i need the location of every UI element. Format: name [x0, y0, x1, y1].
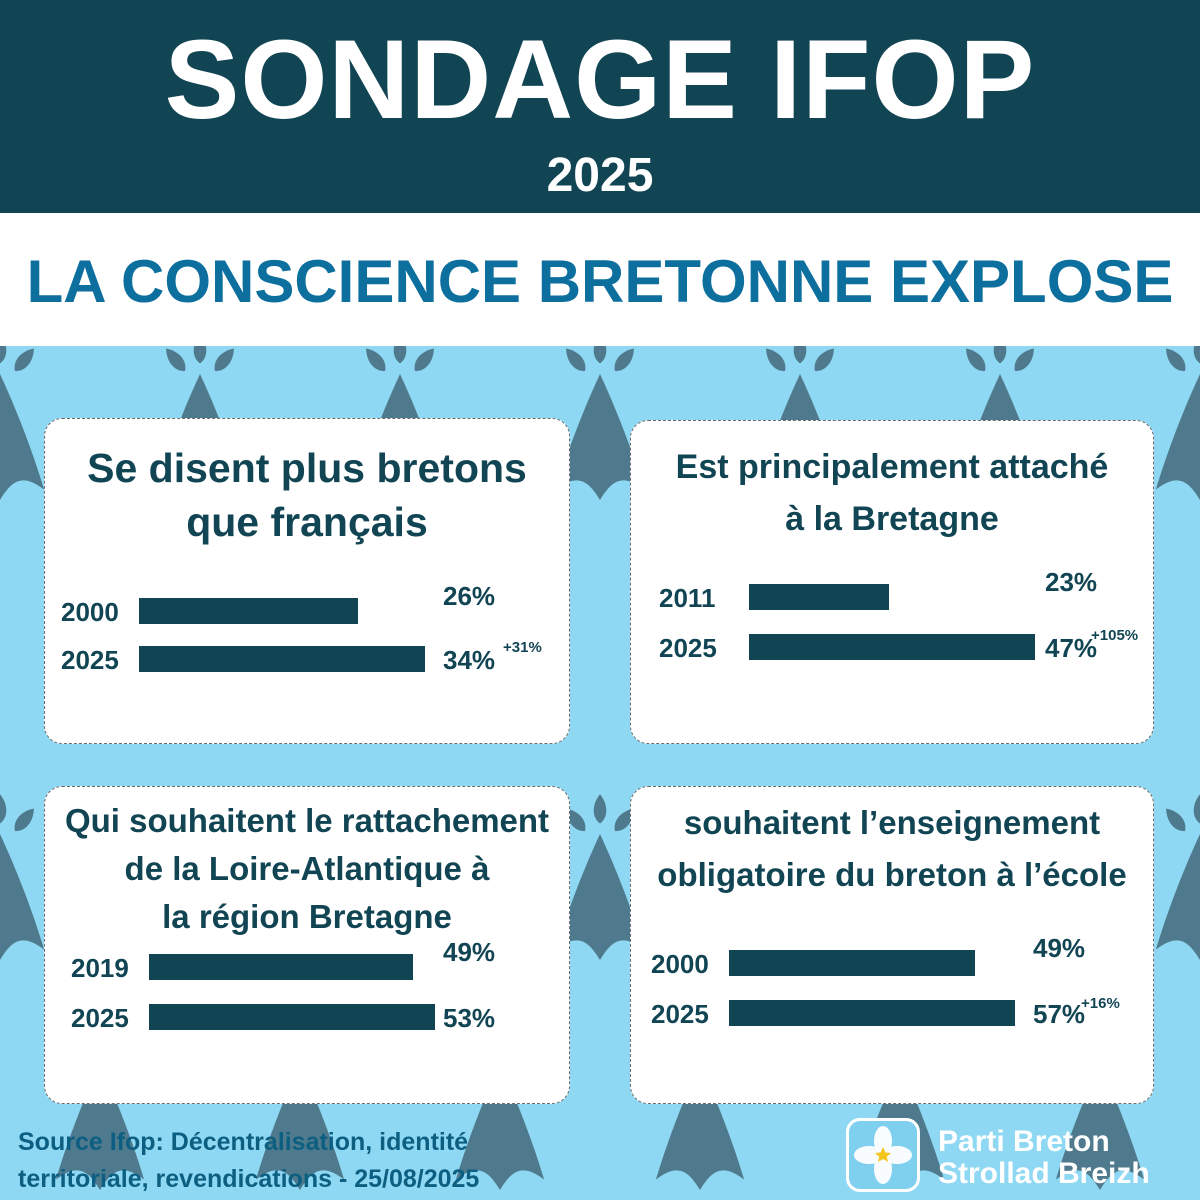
main-title: SONDAGE IFOP [164, 17, 1036, 142]
bar [139, 598, 358, 624]
card-title: Est principalement attaché à la Bretagne [631, 441, 1153, 545]
bar [749, 634, 1035, 660]
brand-name: Parti Breton Strollad Breizh [938, 1126, 1150, 1190]
bar-category-label: 2025 [651, 999, 709, 1029]
bar-value-label: 57% [1033, 999, 1086, 1029]
card-title-line: Qui souhaitent le rattachement [64, 802, 550, 839]
card-title-line: la région Bretagne [162, 898, 452, 935]
card-title-line: souhaitent l’enseignement [683, 804, 1101, 841]
card-title-line: que français [186, 499, 428, 545]
brand-line: Parti Breton [938, 1125, 1110, 1158]
source-line: territoriale, revendications - 25/08/202… [18, 1165, 480, 1193]
bar-category-label: 2025 [659, 633, 717, 663]
star-flower-icon [854, 1126, 912, 1184]
bar-category-label: 2000 [61, 597, 119, 627]
bar [749, 584, 889, 610]
bar-category-label: 2011 [659, 583, 716, 613]
bar-category-label: 2025 [61, 645, 119, 675]
bar [149, 954, 413, 980]
card-title-line: obligatoire du breton à l’école [657, 856, 1127, 893]
bar-category-label: 2025 [71, 1003, 129, 1033]
card-title: Se disent plus bretons que français [45, 441, 569, 549]
change-annotation: +31% [503, 639, 542, 656]
stat-card-attache-bretagne: Est principalement attaché à la Bretagne… [630, 420, 1154, 744]
ermine-spot-icon [0, 334, 45, 500]
header-banner: SONDAGE IFOP 2025 [0, 0, 1200, 213]
bar-category-label: 2019 [71, 953, 129, 983]
bar-category-label: 2000 [651, 949, 709, 979]
card-title-line: Se disent plus bretons [87, 445, 527, 491]
source-line: Source Ifop: Décentralisation, identité [18, 1128, 469, 1156]
bar [149, 1004, 435, 1030]
subtitle-banner: LA CONSCIENCE BRETONNE EXPLOSE [0, 213, 1200, 346]
brand-line: Strollad Breizh [938, 1157, 1150, 1190]
bar-value-label: 49% [443, 937, 496, 967]
subtitle: LA CONSCIENCE BRETONNE EXPLOSE [26, 248, 1174, 315]
card-title-line: de la Loire-Atlantique à [124, 850, 490, 887]
ermine-spot-icon [555, 794, 645, 960]
bar [139, 646, 425, 672]
ermine-spot-icon [1155, 794, 1200, 960]
ermine-spot-icon [0, 794, 45, 960]
bar-value-label: 47% [1045, 633, 1098, 663]
bar-value-label: 49% [1033, 933, 1086, 963]
stat-card-plus-bretons: Se disent plus bretons que français 2000… [44, 418, 570, 744]
stat-card-enseignement-breton: souhaitent l’enseignement obligatoire du… [630, 786, 1154, 1104]
card-title-line: Est principalement attaché [675, 448, 1109, 486]
bar [729, 950, 975, 976]
bar-value-label: 23% [1045, 567, 1098, 597]
bar-value-label: 34% [443, 645, 496, 675]
bar-value-label: 53% [443, 1003, 496, 1033]
stat-card-loire-atlantique: Qui souhaitent le rattachement de la Loi… [44, 786, 570, 1104]
header-year: 2025 [546, 149, 654, 202]
ermine-spot-icon [1155, 334, 1200, 500]
card-title-line: à la Bretagne [785, 500, 999, 538]
change-annotation: +16% [1081, 995, 1120, 1012]
card-title: souhaitent l’enseignement obligatoire du… [631, 797, 1153, 901]
bar [729, 1000, 1015, 1026]
card-title: Qui souhaitent le rattachement de la Loi… [45, 797, 569, 941]
source-note: Source Ifop: Décentralisation, identité … [18, 1124, 598, 1198]
party-logo [846, 1118, 920, 1192]
bar-value-label: 26% [443, 581, 496, 611]
change-annotation: +105% [1091, 627, 1139, 644]
